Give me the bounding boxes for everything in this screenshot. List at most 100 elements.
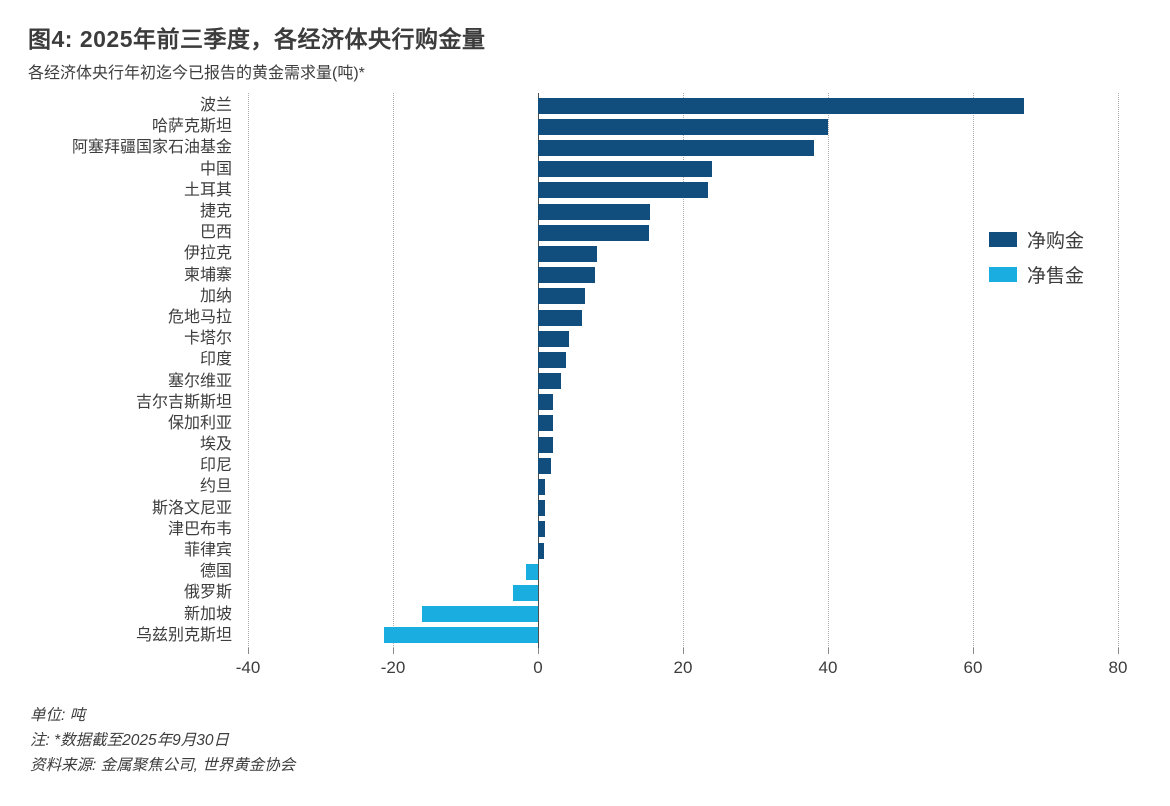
category-label: 保加利亚: [167, 414, 232, 432]
legend-label-net-sale: 净售金: [1027, 265, 1085, 287]
bar-row: 巴西: [0, 222, 1170, 243]
bar-net-purchase: [538, 288, 586, 305]
x-tick-mark: [828, 648, 829, 654]
x-tick-label: 60: [963, 658, 983, 677]
category-label: 哈萨克斯坦: [151, 118, 232, 136]
bar-row: 埃及: [0, 434, 1170, 455]
bar-row: 波兰: [0, 95, 1170, 116]
bar-net-sale: [422, 606, 538, 623]
category-label: 伊拉克: [183, 245, 232, 263]
bar-net-purchase: [538, 500, 546, 517]
bar-net-purchase: [538, 161, 712, 178]
bar-net-purchase: [538, 394, 554, 411]
category-label: 塞尔维亚: [167, 372, 232, 390]
x-tick-label: -40: [235, 658, 261, 677]
bar-net-purchase: [538, 182, 709, 199]
category-label: 吉尔吉斯斯坦: [135, 393, 232, 411]
legend-item-net-sale: 净售金: [989, 264, 1084, 287]
x-tick-mark: [393, 648, 394, 654]
category-label: 埃及: [199, 436, 232, 454]
bar-net-purchase: [538, 457, 552, 474]
x-tick-mark: [1118, 648, 1119, 654]
bar-net-purchase: [538, 479, 546, 496]
legend-swatch-net-purchase: [989, 231, 1017, 247]
bar-row: 菲律宾: [0, 540, 1170, 561]
x-tick-label: -20: [380, 658, 406, 677]
category-label: 斯洛文尼亚: [151, 499, 232, 517]
bar-row: 德国: [0, 561, 1170, 582]
bar-net-purchase: [538, 97, 1024, 114]
gridline: [828, 93, 829, 648]
bar-row: 伊拉克: [0, 243, 1170, 264]
chart-title: 图4: 2025年前三季度，各经济体央行购金量: [28, 26, 486, 52]
bar-row: 俄罗斯: [0, 582, 1170, 603]
bar-net-purchase: [538, 245, 598, 262]
bar-net-purchase: [538, 373, 562, 390]
bar-row: 约旦: [0, 476, 1170, 497]
category-label: 土耳其: [183, 181, 232, 199]
category-label: 波兰: [199, 97, 232, 114]
bar-net-purchase: [538, 203, 651, 220]
bar-row: 津巴布韦: [0, 519, 1170, 540]
bar-row: 阿塞拜疆国家石油基金: [0, 137, 1170, 158]
category-label: 加纳: [199, 287, 232, 305]
bar-row: 卡塔尔: [0, 328, 1170, 349]
bar-net-sale: [383, 627, 538, 644]
category-label: 危地马拉: [167, 308, 232, 326]
gridline: [248, 93, 249, 648]
bar-row: 新加坡: [0, 604, 1170, 625]
bar-net-purchase: [538, 521, 545, 538]
bar-net-sale: [513, 585, 538, 602]
bar-row: 乌兹别克斯坦: [0, 625, 1170, 646]
footnotes: 单位: 吨 注: *数据截至2025年9月30日 资料来源: 金属聚焦公司, 世…: [30, 703, 295, 778]
zero-axis-line: [538, 93, 539, 648]
bar-net-purchase: [538, 139, 814, 156]
category-label: 俄罗斯: [183, 584, 232, 602]
category-label: 德国: [199, 563, 232, 581]
category-label: 乌兹别克斯坦: [135, 626, 232, 644]
bar-row: 加纳: [0, 286, 1170, 307]
category-label: 捷克: [199, 202, 232, 220]
bar-net-purchase: [538, 224, 649, 241]
x-tick-label: 40: [818, 658, 838, 677]
x-tick-mark: [538, 648, 539, 654]
bar-row: 印度: [0, 349, 1170, 370]
bar-net-purchase: [538, 436, 553, 453]
bar-net-purchase: [538, 309, 583, 326]
x-tick-mark: [248, 648, 249, 654]
bar-net-sale: [526, 563, 538, 580]
category-label: 柬埔寨: [183, 266, 232, 284]
category-label: 卡塔尔: [183, 330, 232, 348]
bar-net-purchase: [538, 267, 596, 284]
gridline: [393, 93, 394, 648]
x-tick-label: 80: [1108, 658, 1128, 677]
footnote-note: 注: *数据截至2025年9月30日: [30, 732, 229, 749]
bar-net-purchase: [538, 415, 553, 432]
bar-row: 哈萨克斯坦: [0, 116, 1170, 137]
bar-row: 斯洛文尼亚: [0, 498, 1170, 519]
x-tick-mark: [973, 648, 974, 654]
bar-row: 印尼: [0, 455, 1170, 476]
category-label: 新加坡: [183, 605, 232, 623]
category-label: 巴西: [199, 224, 232, 242]
bar-row: 危地马拉: [0, 307, 1170, 328]
category-label: 约旦: [199, 478, 232, 496]
bar-net-purchase: [538, 351, 567, 368]
bar-net-purchase: [538, 118, 828, 135]
bar-net-purchase: [538, 330, 570, 347]
category-label: 津巴布韦: [167, 520, 232, 538]
legend-label-net-purchase: 净购金: [1027, 230, 1085, 252]
bar-row: 捷克: [0, 201, 1170, 222]
gridline: [1118, 93, 1119, 648]
x-tick-mark: [683, 648, 684, 654]
plot-area: -40 -20 0 20 40 60 80 波兰 哈萨克斯坦 阿塞拜疆国家石油基金 中国 土耳其 捷克巴…: [0, 93, 1170, 703]
category-label: 菲律宾: [183, 542, 232, 560]
category-label: 印尼: [199, 457, 232, 475]
legend-swatch-net-sale: [989, 266, 1017, 282]
x-tick-label: 0: [533, 658, 543, 677]
legend: 净购金 净售金: [989, 229, 1084, 299]
category-label: 印度: [199, 351, 232, 369]
bar-row: 土耳其: [0, 180, 1170, 201]
bar-row: 柬埔寨: [0, 265, 1170, 286]
